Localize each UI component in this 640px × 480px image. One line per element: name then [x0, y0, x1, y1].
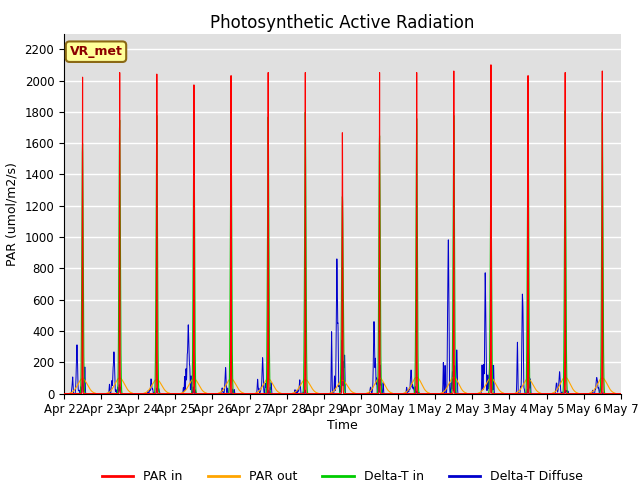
- Delta-T Diffuse: [615, 391, 623, 396]
- Delta-T Diffuse: [419, 391, 427, 396]
- Delta-T in: [617, 391, 625, 396]
- Delta-T in: [615, 391, 623, 396]
- Delta-T Diffuse: [617, 391, 625, 396]
- Delta-T Diffuse: [179, 387, 187, 393]
- Delta-T in: [60, 391, 68, 396]
- Line: Delta-T in: Delta-T in: [64, 111, 621, 394]
- PAR in: [499, 391, 506, 396]
- Delta-T Diffuse: [444, 237, 452, 243]
- PAR in: [60, 391, 68, 396]
- PAR in: [419, 391, 427, 396]
- PAR out: [419, 384, 427, 390]
- Delta-T Diffuse: [173, 391, 181, 396]
- PAR out: [499, 390, 506, 396]
- X-axis label: Time: Time: [327, 419, 358, 432]
- Delta-T in: [419, 391, 427, 396]
- PAR in: [615, 391, 623, 396]
- PAR in: [173, 391, 181, 396]
- Text: VR_met: VR_met: [70, 45, 122, 58]
- PAR in: [617, 391, 625, 396]
- PAR out: [413, 374, 420, 380]
- PAR out: [60, 391, 68, 396]
- Delta-T Diffuse: [499, 391, 506, 396]
- Delta-T in: [499, 391, 506, 396]
- PAR in: [487, 62, 495, 68]
- PAR out: [269, 381, 276, 386]
- Legend: PAR in, PAR out, Delta-T in, Delta-T Diffuse: PAR in, PAR out, Delta-T in, Delta-T Dif…: [97, 465, 588, 480]
- Line: PAR in: PAR in: [64, 65, 621, 394]
- Delta-T in: [179, 391, 187, 396]
- PAR out: [179, 389, 187, 395]
- PAR out: [615, 391, 623, 396]
- Delta-T in: [561, 108, 569, 114]
- Delta-T in: [173, 391, 181, 396]
- PAR out: [173, 391, 181, 396]
- Delta-T Diffuse: [269, 391, 276, 396]
- Y-axis label: PAR (umol/m2/s): PAR (umol/m2/s): [6, 162, 19, 265]
- Line: Delta-T Diffuse: Delta-T Diffuse: [64, 240, 621, 394]
- Line: PAR out: PAR out: [64, 377, 621, 394]
- Delta-T Diffuse: [60, 391, 68, 396]
- PAR out: [617, 391, 625, 396]
- PAR in: [269, 391, 276, 396]
- Delta-T in: [269, 391, 276, 396]
- Title: Photosynthetic Active Radiation: Photosynthetic Active Radiation: [210, 14, 475, 32]
- PAR in: [179, 391, 187, 396]
